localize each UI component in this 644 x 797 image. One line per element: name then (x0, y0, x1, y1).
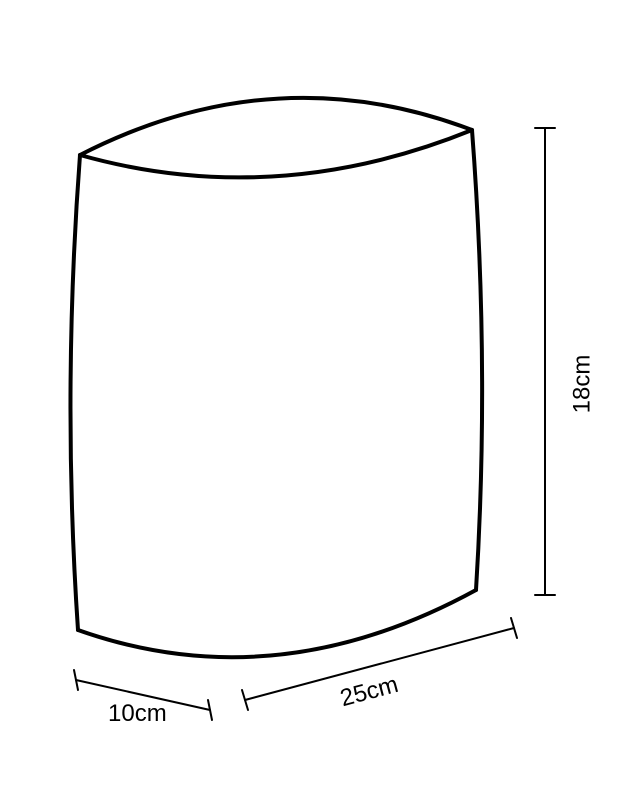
dim-depth-label: 10cm (108, 700, 167, 728)
shape-svg (0, 0, 644, 797)
left-side (70, 155, 80, 630)
top-lower-arc (80, 130, 472, 177)
pillow-box-shape (70, 98, 482, 657)
right-side (472, 130, 482, 590)
dim-height-label: 18cm (569, 355, 597, 414)
diagram-container: 18cm 25cm 10cm (0, 0, 644, 797)
dim-height-line (535, 128, 555, 595)
bottom-arc (78, 590, 476, 657)
top-upper-arc (80, 98, 472, 155)
